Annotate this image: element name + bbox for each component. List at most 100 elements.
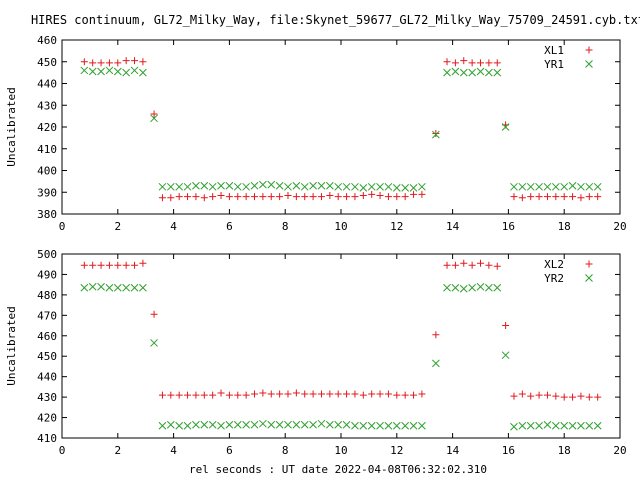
- bottom-yr2-point: [334, 420, 343, 429]
- bottom-y-tick-label: 410: [37, 432, 57, 445]
- top-x-tick-label: 8: [282, 220, 289, 233]
- bottom-x-tick-label: 20: [613, 444, 626, 457]
- bottom-xl2-point: [267, 390, 275, 398]
- top-xl1-point: [543, 193, 551, 201]
- top-x-tick-label: 10: [334, 220, 347, 233]
- top-xl1-point: [284, 192, 292, 200]
- bottom-y-tick-label: 500: [37, 248, 57, 261]
- top-yr1-point: [351, 182, 359, 191]
- bottom-xl2-point: [80, 261, 88, 269]
- bottom-xl2-point: [343, 390, 351, 398]
- bottom-yr2-point: [409, 421, 418, 430]
- top-xl1-point: [510, 193, 518, 201]
- top-xl1-point: [259, 193, 267, 201]
- bottom-y-axis-label: Uncalibrated: [5, 306, 18, 385]
- bottom-yr2-point: [443, 283, 451, 292]
- bottom-yr2-point: [80, 283, 89, 292]
- bottom-yr2-point: [376, 421, 384, 430]
- bottom-xl2-point: [510, 392, 518, 400]
- bottom-yr2-point: [351, 421, 359, 430]
- top-xl1-point: [97, 59, 105, 67]
- top-x-tick-label: 14: [446, 220, 460, 233]
- bottom-yr2-point: [543, 420, 552, 429]
- bottom-xl2-point: [359, 391, 367, 399]
- top-xl1-point: [184, 193, 192, 201]
- bottom-y-tick-label: 480: [37, 289, 57, 302]
- top-x-tick-label: 16: [502, 220, 515, 233]
- top-yr1-point: [183, 182, 192, 191]
- bottom-xl2-point: [368, 390, 376, 398]
- top-x-tick-label: 12: [390, 220, 403, 233]
- top-xl1-point: [276, 193, 284, 201]
- bottom-xl2-point: [217, 389, 225, 397]
- top-yr1-point: [451, 67, 460, 76]
- top-yr1-point: [518, 182, 527, 191]
- top-xl1-point: [175, 193, 183, 201]
- bottom-y-tick-label: 420: [37, 412, 57, 425]
- bottom-xl2-point: [418, 390, 426, 398]
- bottom-x-tick-label: 12: [390, 444, 403, 457]
- top-yr1-point: [526, 182, 535, 191]
- bottom-xl2-point: [552, 392, 560, 400]
- bottom-yr2-point: [309, 420, 317, 429]
- bottom-yr2-point: [384, 421, 393, 430]
- bottom-xl2-point: [139, 259, 147, 267]
- top-x-tick-label: 18: [558, 220, 571, 233]
- top-xl1-point: [485, 59, 493, 67]
- bottom-xl2-point: [209, 391, 217, 399]
- top-yr1-point: [593, 182, 602, 191]
- bottom-xl2-point: [200, 391, 208, 399]
- bottom-yr2-point: [359, 421, 368, 430]
- bottom-yr2-point: [225, 420, 234, 429]
- bottom-xl2-point: [234, 391, 242, 399]
- bottom-xl2-point: [502, 322, 510, 330]
- bottom-yr2-point: [300, 420, 309, 429]
- top-yr1-point: [175, 182, 184, 191]
- bottom-xl2-point: [97, 261, 105, 269]
- x-axis-label: rel seconds : UT date 2022-04-08T06:32:0…: [189, 463, 487, 476]
- top-yr1-point: [493, 68, 502, 77]
- top-yr1-point: [80, 66, 89, 75]
- bottom-yr2-point: [577, 421, 585, 430]
- top-yr1-point: [325, 181, 334, 190]
- bottom-y-tick-label: 470: [37, 309, 57, 322]
- bottom-yr2-point: [175, 421, 184, 430]
- bottom-yr2-point: [518, 421, 527, 430]
- top-xl1-point: [326, 192, 334, 200]
- bottom-xl2-point: [175, 391, 183, 399]
- top-yr1-point: [250, 181, 259, 190]
- bottom-yr2-point: [150, 339, 158, 347]
- top-yr1-point: [409, 184, 418, 192]
- bottom-y-tick-label: 440: [37, 371, 57, 384]
- top-yr1-point: [568, 181, 577, 190]
- top-xl1-point: [158, 194, 166, 202]
- top-xl1-point: [518, 194, 526, 202]
- top-y-tick-label: 400: [37, 165, 57, 178]
- bottom-plot-frame: [61, 253, 621, 439]
- bottom-xl2-point: [493, 262, 501, 270]
- top-yr1-point: [501, 123, 510, 131]
- top-xl1-point: [343, 193, 351, 201]
- bottom-yr2-point: [122, 283, 131, 292]
- top-xl1-point: [535, 193, 543, 201]
- bottom-x-tick-label: 8: [282, 444, 289, 457]
- bottom-xl2-point: [477, 259, 484, 267]
- bottom-xl2-point: [443, 261, 451, 269]
- bottom-yr2-point: [158, 421, 167, 430]
- bottom-x-tick-label: 10: [334, 444, 347, 457]
- top-xl1-point: [225, 193, 233, 201]
- top-xl1-point: [150, 110, 158, 118]
- bottom-yr2-point: [166, 420, 175, 429]
- bottom-legend-label-xl2: XL2: [544, 258, 564, 271]
- bottom-xl2-point: [284, 390, 292, 398]
- top-xl1-point: [267, 193, 275, 201]
- top-xl1-point: [401, 193, 409, 201]
- top-xl1-point: [114, 59, 122, 67]
- top-xl1-point: [309, 193, 317, 201]
- top-xl1-point: [80, 58, 88, 66]
- top-xl1-point: [139, 58, 147, 66]
- top-xl1-point: [242, 193, 250, 201]
- bottom-yr2-point: [259, 419, 267, 428]
- top-xl1-point: [393, 193, 401, 201]
